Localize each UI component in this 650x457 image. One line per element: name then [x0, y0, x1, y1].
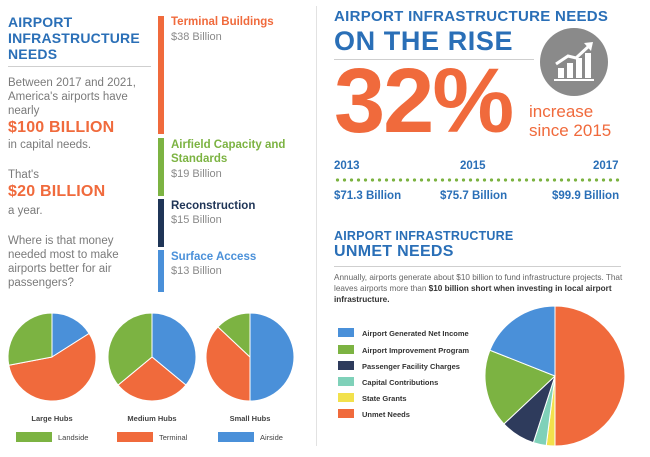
divider	[8, 66, 151, 67]
legend-label-pfc: Passenger Facility Charges	[362, 362, 460, 371]
pie-slice-airport-generated-net-income	[489, 305, 556, 377]
timeline-value-2017: $99.9 Billion	[552, 190, 620, 202]
unmet-needs-pie	[484, 305, 626, 447]
timeline-value-2013: $71.3 Billion	[334, 190, 402, 202]
legend-label-landside: Landside	[58, 433, 89, 442]
legend-swatch-terminal	[117, 432, 153, 442]
category-value-airfield: $19 Billion	[171, 168, 222, 180]
increase-caption: increase since 2015	[529, 102, 611, 140]
legend-swatch-net-income	[338, 328, 354, 337]
pie-slice-landside	[217, 312, 251, 359]
legend-swatch-airside	[218, 432, 254, 442]
large-hubs-pie	[7, 312, 97, 402]
category-value-reconstruction: $15 Billion	[171, 214, 222, 226]
pie-slice-landside	[107, 312, 153, 386]
legend-label-state-grants: State Grants	[362, 394, 407, 403]
intro-highlight-yearly: $20 BILLION	[8, 183, 106, 200]
pie-caption-large: Large Hubs	[31, 414, 73, 423]
timeline-value-2015: $75.7 Billion	[440, 190, 508, 202]
intro-highlight-total: $100 BILLION	[8, 119, 115, 136]
intro-paragraph: in capital needs.	[8, 139, 92, 151]
timeline-year-2013: 2013	[334, 160, 360, 172]
legend-label-capital: Capital Contributions	[362, 378, 439, 387]
legend-label-terminal: Terminal	[159, 433, 188, 442]
category-label-terminal: Terminal Buildings	[171, 16, 274, 28]
pie-slice-terminal	[205, 326, 251, 402]
category-bar-reconstruction	[158, 199, 164, 247]
increase-caption-line2: since 2015	[529, 121, 612, 140]
legend-swatch-state-grants	[338, 393, 354, 402]
unmet-description: Annually, airports generate about $10 bi…	[334, 272, 624, 305]
pie-slice-airport-improvement-program	[484, 349, 556, 425]
legend-swatch-landside	[16, 432, 52, 442]
intro-paragraph: Between 2017 and 2021, America's airport…	[8, 77, 136, 117]
pie-slice-airside	[249, 312, 295, 402]
timeline-year-2015: 2015	[460, 160, 486, 172]
pie-slice-airside	[51, 312, 90, 358]
pie-slice-unmet-needs	[554, 305, 626, 447]
small-hubs-pie	[205, 312, 295, 402]
category-label-reconstruction: Reconstruction	[171, 200, 256, 212]
category-bar-airfield	[158, 138, 164, 196]
legend-label-unmet: Unmet Needs	[362, 410, 410, 419]
pie-slice-terminal	[117, 356, 187, 402]
unmet-description-text: Annually, airports generate about $10 bi…	[334, 273, 623, 293]
unmet-title-top: AIRPORT INFRASTRUCTURE	[334, 229, 514, 243]
hub-pies	[7, 312, 295, 402]
rise-title-top: AIRPORT INFRASTRUCTURE NEEDS	[334, 8, 609, 25]
legend-swatch-capital	[338, 377, 354, 386]
pie-caption-medium: Medium Hubs	[127, 414, 177, 423]
intro-paragraph: a year.	[8, 205, 43, 217]
legend-label-net-income: Airport Generated Net Income	[362, 329, 469, 338]
pie-slice-terminal	[8, 332, 97, 402]
pie-caption-small: Small Hubs	[229, 414, 271, 423]
legend-label-airside: Airside	[260, 433, 283, 442]
unmet-title-main: UNMET NEEDS	[334, 243, 454, 260]
timeline-dotted-line	[334, 178, 622, 182]
category-label-surface: Surface Access	[171, 251, 257, 263]
pie-slice-airside	[151, 312, 197, 386]
category-label-airfield: Airfield Capacity and Standards	[171, 139, 286, 165]
legend-swatch-aip	[338, 345, 354, 354]
medium-hubs-pie	[107, 312, 197, 402]
category-value-surface: $13 Billion	[171, 265, 222, 277]
rise-title-main: ON THE RISE	[334, 26, 514, 56]
column-divider	[316, 6, 317, 446]
divider	[334, 266, 621, 267]
increase-percent: 32%	[334, 50, 514, 152]
legend-swatch-pfc	[338, 361, 354, 370]
pie-slice-landside	[7, 312, 53, 366]
legend-swatch-unmet	[338, 409, 354, 418]
category-bar-surface	[158, 250, 164, 292]
timeline-year-2017: 2017	[593, 160, 619, 172]
divider	[334, 59, 534, 60]
intro-question: Where is that money needed most to make …	[8, 235, 119, 289]
intro-paragraph: That's	[8, 169, 39, 181]
category-value-terminal: $38 Billion	[171, 31, 222, 43]
unmet-description-bold: $10 billion short when investing in loca…	[334, 284, 612, 304]
category-bar-terminal	[158, 16, 164, 134]
legend-label-aip: Airport Improvement Program	[362, 346, 470, 355]
increase-caption-line1: increase	[529, 102, 594, 121]
intro-title: AIRPORT INFRASTRUCTURE NEEDS	[8, 14, 140, 62]
growth-chart-icon	[540, 28, 608, 96]
